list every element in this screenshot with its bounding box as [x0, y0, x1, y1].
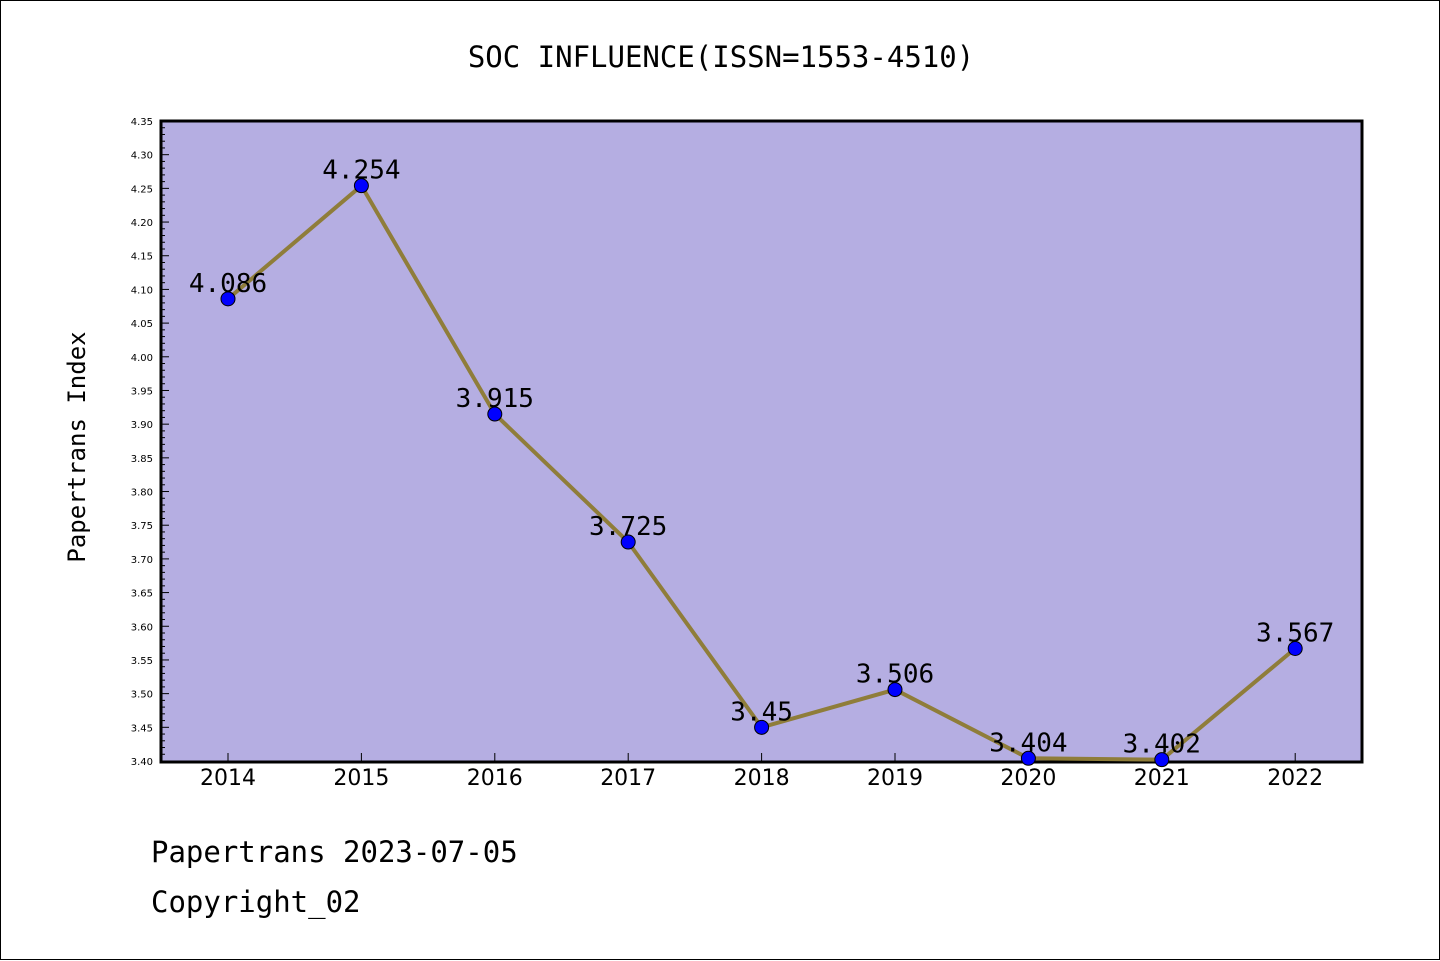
y-tick-label: 4.30	[131, 151, 153, 162]
x-tick-label: 2015	[333, 766, 389, 791]
y-tick-label: 4.35	[131, 117, 153, 128]
data-label: 3.725	[589, 512, 667, 542]
y-tick-label: 3.95	[131, 386, 153, 397]
y-tick-label: 3.55	[131, 656, 153, 667]
x-tick-label: 2014	[200, 766, 256, 791]
data-point	[887, 682, 903, 698]
x-tick-label: 2022	[1267, 766, 1323, 791]
y-tick-label: 4.10	[131, 285, 153, 296]
data-point	[353, 178, 369, 194]
data-label: 4.086	[189, 269, 267, 299]
x-tick-label: 2019	[867, 766, 923, 791]
data-label: 3.567	[1256, 618, 1334, 648]
footer-copyright: Copyright_02	[151, 885, 361, 919]
y-tick-label: 3.60	[131, 622, 153, 633]
y-tick-label: 3.70	[131, 555, 153, 566]
y-tick-label: 3.85	[131, 454, 153, 465]
data-label: 3.402	[1123, 730, 1201, 760]
y-tick-label: 4.05	[131, 319, 153, 330]
data-label: 3.506	[856, 660, 934, 690]
data-label: 3.915	[456, 384, 534, 414]
data-point	[1287, 640, 1303, 656]
y-axis-label: Papertrans Index	[63, 331, 91, 562]
y-axis-ticks: 3.40 3.45 3.50 3.55 3.60 3.65 3.70 3.75 3.80 3.85…	[131, 117, 153, 768]
y-tick-label: 3.40	[131, 757, 153, 768]
x-tick-label: 2016	[467, 766, 523, 791]
data-point	[487, 406, 503, 422]
y-tick-label: 4.20	[131, 218, 153, 229]
data-point	[220, 291, 236, 307]
y-tick-label: 3.65	[131, 589, 153, 600]
data-point	[620, 534, 636, 550]
data-label: 4.254	[322, 156, 400, 186]
y-tick-label: 4.15	[131, 252, 153, 263]
series-markers	[220, 178, 1303, 768]
y-tick-label: 4.00	[131, 353, 153, 364]
footer-date: Papertrans 2023-07-05	[151, 835, 518, 869]
data-label: 3.404	[989, 728, 1067, 758]
y-tick-label: 4.25	[131, 184, 153, 195]
data-label: 3.45	[730, 697, 793, 727]
data-labels: 4.086 4.254 3.915 3.725 3.45 3.506 3.404 3.402 3…	[189, 156, 1334, 760]
y-tick-label: 3.75	[131, 521, 153, 532]
x-tick-label: 2017	[600, 766, 656, 791]
plot-area	[159, 119, 1364, 764]
chart-title: SOC INFLUENCE(ISSN=1553-4510)	[468, 40, 974, 74]
y-tick-label: 3.45	[131, 723, 153, 734]
y-tick-label: 3.80	[131, 488, 153, 499]
x-axis-ticks: 2014 2015 2016 2017 2018 2019 2020 2021 2022	[200, 753, 1323, 791]
y-tick-label: 3.90	[131, 420, 153, 431]
data-point	[1154, 752, 1170, 768]
data-point	[754, 719, 770, 735]
x-tick-label: 2018	[734, 766, 790, 791]
y-minor-ticks	[161, 120, 169, 762]
x-tick-label: 2020	[1000, 766, 1056, 791]
data-point	[1020, 750, 1036, 766]
x-tick-label: 2021	[1134, 766, 1190, 791]
y-tick-label: 3.50	[131, 690, 153, 701]
